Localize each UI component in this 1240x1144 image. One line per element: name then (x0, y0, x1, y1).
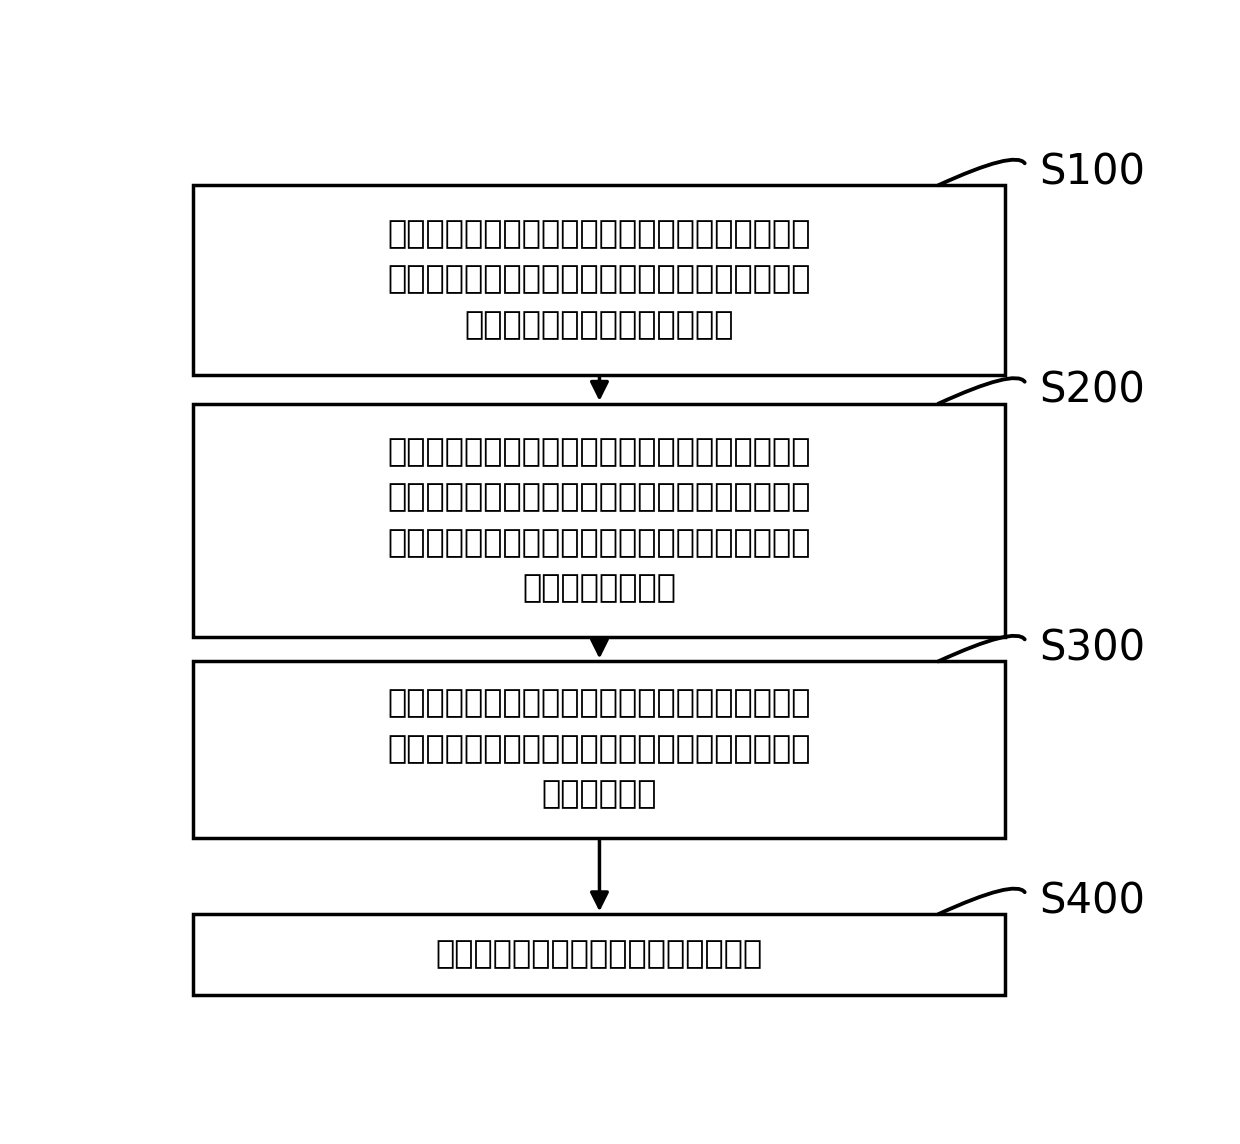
Text: S100: S100 (1039, 151, 1145, 193)
Text: 重复确定所述节点下知识点对节点之间的相关值，
以及知识点之间的相关值，直到节点下知识点之间
的相关值稳定: 重复确定所述节点下知识点对节点之间的相关值， 以及知识点之间的相关值，直到节点下… (388, 689, 811, 810)
Text: S300: S300 (1039, 627, 1146, 669)
Text: 根据一个节点下所述知识点预设的重要值、及所述
节点下所有知识点之间的相关值，确定所述节点下
所有知识点对所述节点的相关值: 根据一个节点下所述知识点预设的重要值、及所述 节点下所有知识点之间的相关值，确定… (388, 220, 811, 341)
FancyBboxPatch shape (193, 185, 1006, 375)
Text: 根据一个节点下所述知识点的重要值、及所述节点
下所有知识点对节点的相关值，更新节点下知识点
之间的相关值，其中仅更新所述知识点之间相关值
未知的相关值数据: 根据一个节点下所述知识点的重要值、及所述节点 下所有知识点对节点的相关值，更新节… (388, 437, 811, 604)
FancyBboxPatch shape (193, 914, 1006, 995)
FancyBboxPatch shape (193, 661, 1006, 837)
Text: 确定跨节点的所述知识点之间的相关值: 确定跨节点的所述知识点之间的相关值 (435, 939, 763, 970)
Text: S400: S400 (1039, 880, 1145, 922)
Text: S200: S200 (1039, 370, 1145, 412)
FancyBboxPatch shape (193, 404, 1006, 637)
